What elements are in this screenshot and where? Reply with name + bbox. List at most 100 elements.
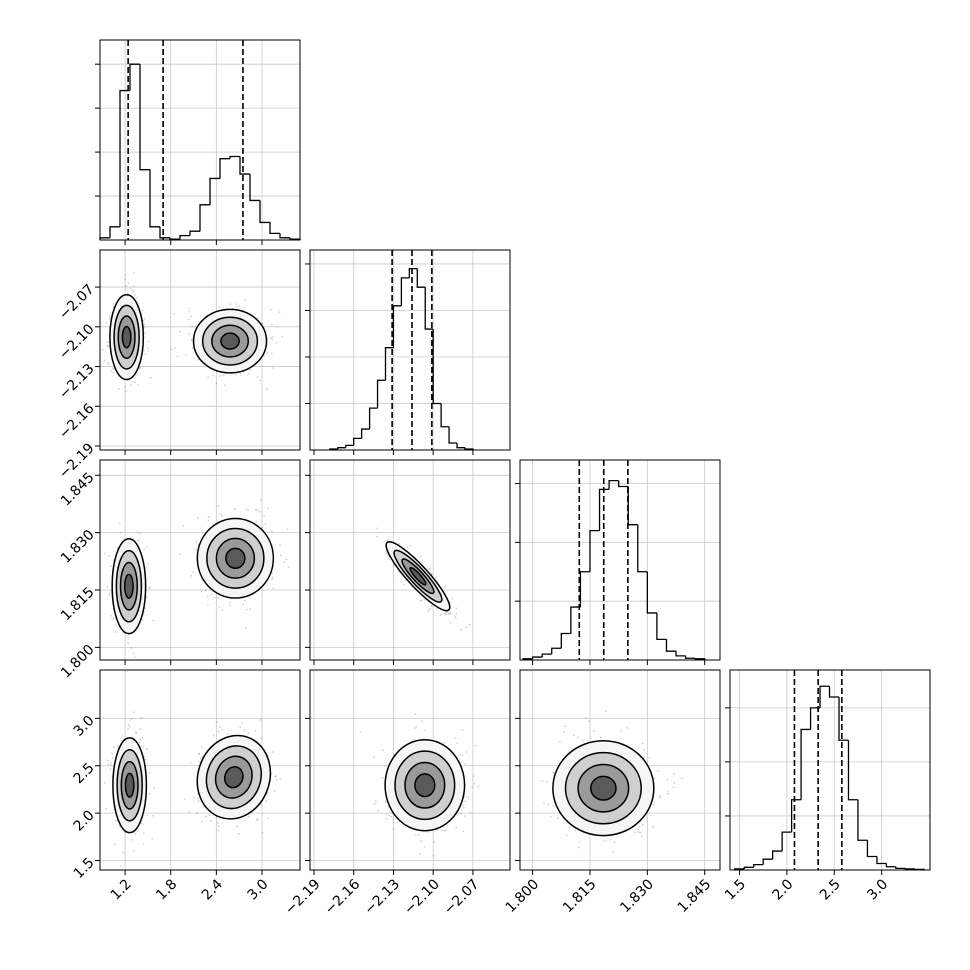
histogram-bin	[239, 156, 250, 175]
histogram-bin	[541, 653, 552, 658]
sample-point	[198, 752, 201, 755]
sample-point	[468, 623, 471, 626]
sample-point	[460, 812, 462, 815]
histogram-bin	[809, 707, 821, 730]
sample-point	[444, 612, 446, 615]
sample-point	[245, 608, 248, 611]
sample-point	[256, 819, 259, 822]
contour	[393, 549, 443, 603]
sample-point	[448, 611, 451, 614]
sample-point	[258, 510, 261, 513]
sample-point	[143, 348, 145, 351]
sample-point	[385, 817, 388, 820]
histogram-bin	[361, 428, 370, 439]
sample-point	[103, 359, 106, 362]
sample-point	[385, 552, 388, 555]
sample-point	[392, 565, 395, 567]
histogram-bin	[772, 850, 783, 860]
sample-point	[271, 530, 273, 533]
histogram-bin	[376, 379, 386, 409]
sample-point	[236, 825, 239, 828]
sample-point	[559, 740, 561, 743]
sample-point	[274, 775, 277, 777]
sample-point	[127, 282, 130, 284]
sample-point	[143, 332, 146, 335]
sample-point	[178, 330, 181, 333]
sample-point	[458, 754, 461, 756]
x-tick-label: −2.10	[401, 876, 443, 918]
sample-point	[217, 596, 220, 599]
sample-point	[125, 285, 128, 288]
sample-point	[143, 548, 146, 550]
sample-point	[652, 825, 655, 828]
histogram-bin	[838, 697, 849, 741]
sample-point	[107, 763, 110, 765]
y-tick-label: −2.16	[56, 401, 98, 443]
sample-point	[195, 540, 198, 543]
sample-point	[462, 804, 464, 807]
sample-point	[145, 546, 148, 548]
sample-point	[137, 383, 139, 386]
sample-point	[215, 816, 218, 819]
contour	[404, 761, 446, 809]
sample-point	[135, 732, 138, 735]
sample-point	[106, 585, 109, 588]
sample-point	[673, 782, 676, 785]
sample-point	[209, 820, 212, 823]
sample-point	[271, 578, 274, 580]
sample-point	[392, 828, 395, 831]
x-tick-label: 2.4	[199, 876, 226, 903]
sample-point	[605, 710, 608, 713]
sample-point	[643, 748, 645, 751]
sample-point	[384, 800, 387, 802]
sample-point	[132, 711, 135, 714]
sample-point	[406, 546, 409, 549]
sample-point	[568, 826, 571, 829]
sample-point	[445, 613, 448, 616]
sample-point	[409, 544, 412, 547]
sample-point	[103, 552, 106, 555]
contour	[111, 538, 147, 635]
panel-body	[103, 499, 290, 659]
sample-point	[114, 631, 117, 633]
sample-point	[142, 842, 145, 845]
sample-point	[256, 509, 259, 512]
sample-point	[174, 347, 176, 350]
sample-point	[242, 371, 245, 374]
sample-point	[552, 771, 554, 774]
x-tick-label: 3.0	[245, 876, 272, 903]
sample-point	[215, 382, 218, 385]
sample-point	[427, 608, 430, 611]
sample-point	[144, 758, 147, 761]
sample-point	[672, 786, 675, 789]
contour	[206, 527, 265, 589]
sample-point	[420, 840, 422, 843]
sample-point	[602, 840, 605, 843]
sample-point	[101, 348, 104, 351]
sample-point	[398, 542, 401, 545]
sample-point	[286, 528, 289, 531]
sample-point	[270, 352, 273, 355]
sample-point	[147, 347, 150, 349]
histogram-bin	[249, 174, 260, 202]
sample-point	[428, 568, 430, 571]
sample-point	[271, 576, 274, 579]
sample-point	[130, 647, 133, 649]
contour	[201, 316, 259, 366]
sample-point	[110, 369, 113, 372]
sample-point	[106, 362, 109, 364]
contour	[577, 763, 630, 813]
sample-point	[466, 626, 468, 629]
contour	[589, 775, 617, 801]
histogram-bin	[656, 612, 667, 641]
sample-point	[266, 388, 268, 391]
sample-point	[193, 796, 196, 799]
sample-point	[373, 756, 375, 759]
histogram-bin	[456, 443, 465, 449]
histogram-bin	[408, 267, 418, 278]
histogram-bin	[895, 866, 906, 870]
sample-point	[451, 597, 454, 600]
sample-point	[429, 607, 432, 610]
sample-point	[213, 596, 216, 599]
sample-point	[139, 738, 142, 741]
